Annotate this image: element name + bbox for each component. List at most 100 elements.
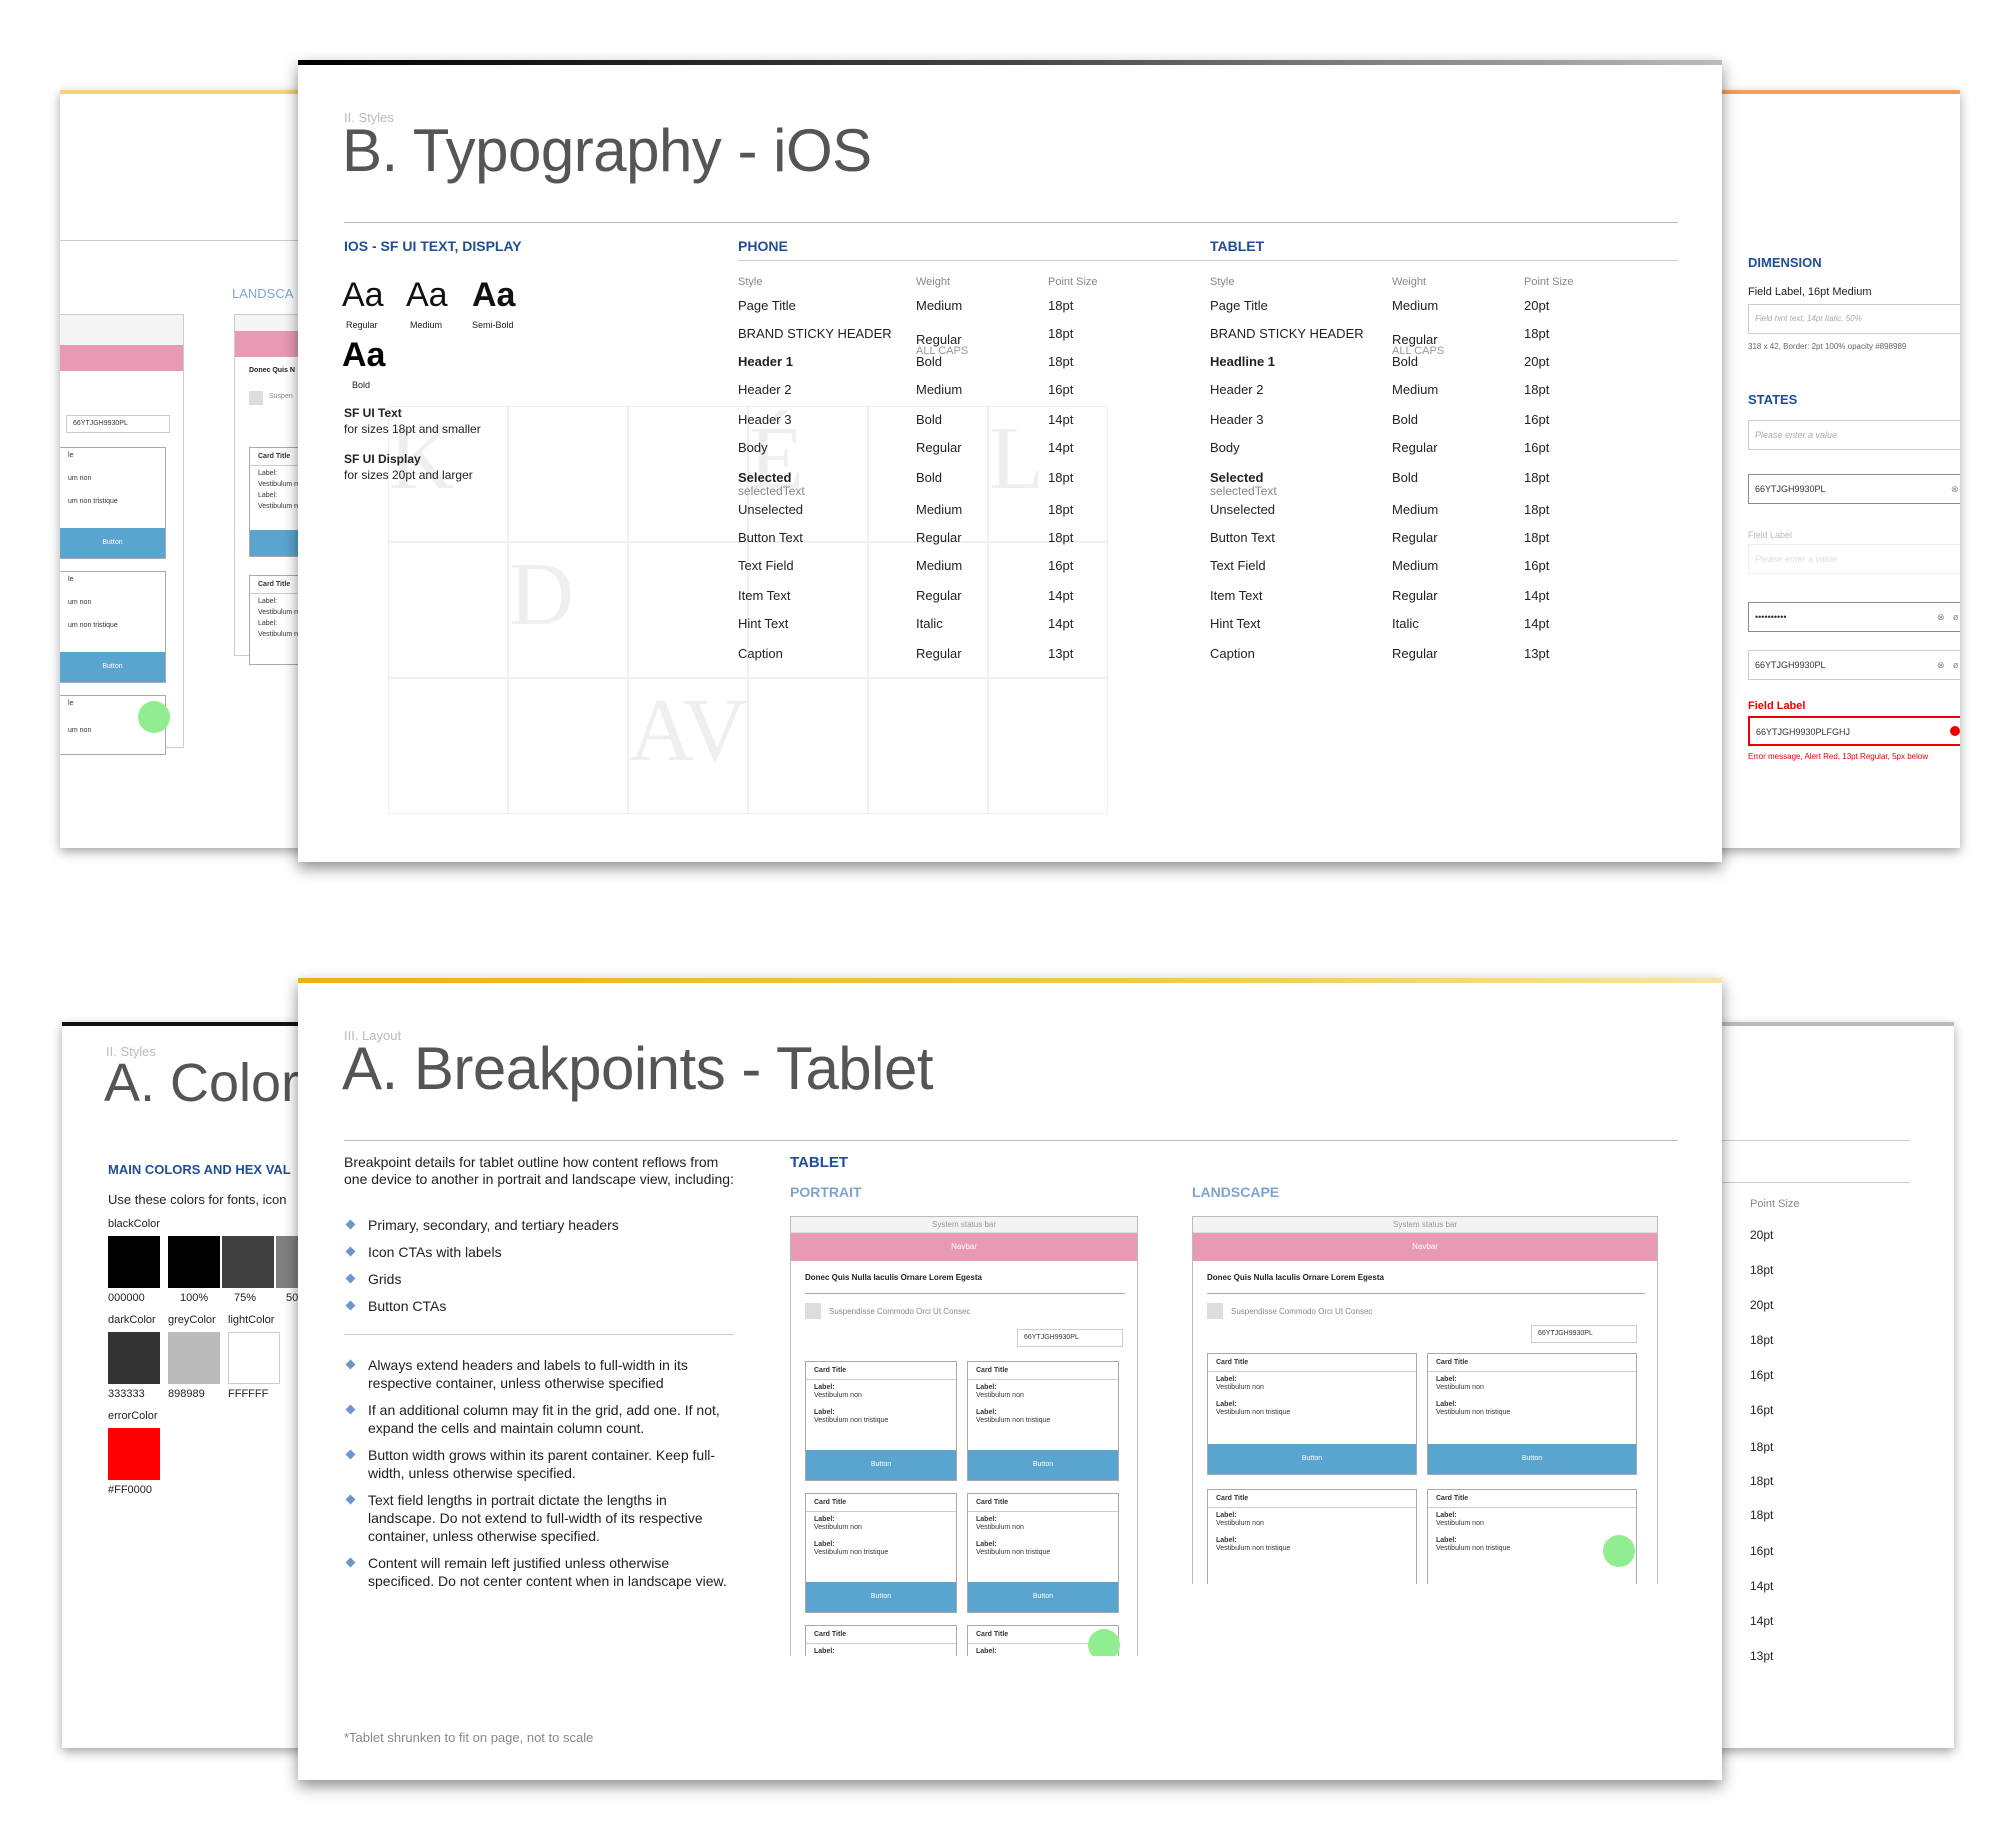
eye-off-icon[interactable]: ø — [1953, 660, 1959, 670]
error-field[interactable]: 66YTJGH9930PLFGHJ — [1748, 716, 1960, 746]
card-button[interactable]: Button — [60, 652, 165, 682]
colors-heading: MAIN COLORS AND HEX VAL — [108, 1162, 291, 1177]
card-value: Vestibulum non tristique — [1216, 1409, 1291, 1416]
type-weight: Medium — [916, 558, 963, 573]
point-size: 18pt — [1750, 1333, 1774, 1347]
type-style: Header 2 — [1210, 382, 1264, 397]
dark-hex: 333333 — [108, 1388, 145, 1400]
state-empty-field[interactable]: Please enter a value — [1748, 420, 1960, 450]
clear-icon[interactable]: ⊗ — [1951, 484, 1959, 494]
page-title: A. Breakpoints - Tablet — [342, 1035, 934, 1102]
field-label-spec: Field Label, 16pt Medium — [1748, 286, 1872, 298]
card-label: Label: — [976, 1409, 997, 1416]
clear-icon[interactable]: ⊗ — [1937, 612, 1945, 622]
navbar[interactable]: Navbar — [791, 1233, 1137, 1261]
background-page-top-right: DIMENSION Field Label, 16pt Medium Field… — [1700, 90, 1960, 848]
clear-icon[interactable]: ⊗ — [1937, 660, 1945, 670]
black-75-swatch — [222, 1236, 274, 1288]
value-field[interactable]: 66YTJGH9930PL — [1531, 1325, 1637, 1343]
type-size: 18pt — [1524, 502, 1550, 517]
type-weight: Regular — [916, 332, 962, 347]
light-label: lightColor — [228, 1314, 275, 1326]
type-weight: Bold — [916, 354, 943, 369]
states-heading: STATES — [1748, 392, 1798, 407]
portrait-tablet-mock: System status bar Navbar Donec Quis Null… — [790, 1216, 1138, 1656]
card-button[interactable]: Button — [968, 1450, 1118, 1480]
sf-text-note: for sizes 18pt and smaller — [344, 422, 481, 436]
type-size: 14pt — [1524, 616, 1550, 631]
point-size-col: Point Size — [1750, 1198, 1800, 1210]
dimension-note: 318 x 42, Border: 2pt 100% opacity #8989… — [1748, 342, 1907, 351]
type-style: BRAND STICKY HEADER — [1210, 326, 1364, 341]
type-style: Page Title — [1210, 298, 1268, 313]
type-style: BRAND STICKY HEADER — [738, 326, 892, 341]
password-field[interactable]: •••••••••• ⊗ ø — [1748, 602, 1960, 632]
typography-page: II. Styles B. Typography - iOS IOS - SF … — [298, 60, 1722, 862]
type-size: 18pt — [1524, 382, 1550, 397]
type-weight: Italic — [916, 616, 943, 631]
card-button[interactable]: Button — [60, 528, 165, 558]
hint-field[interactable]: Field hint text, 14pt Italic, 50% — [1748, 304, 1960, 334]
card-button[interactable]: Button — [1428, 1444, 1636, 1474]
screen-heading: Donec Quis Nulla Iaculis Ornare Lorem Eg… — [805, 1273, 982, 1282]
status-bar: System status bar — [1193, 1217, 1657, 1233]
card-label: Label: — [1216, 1537, 1237, 1544]
card-value: Vestibulum non — [1216, 1520, 1264, 1527]
touch-indicator — [1603, 1535, 1635, 1567]
type-weight: Bold — [916, 470, 943, 485]
navbar[interactable]: Navbar — [1193, 1233, 1657, 1261]
card-title: Card Title — [968, 1626, 1118, 1644]
card-value: Vestibulum non tristique — [1216, 1545, 1291, 1552]
sf-display-label: SF UI Display — [344, 452, 421, 466]
card-label: Label: — [976, 1648, 997, 1655]
type-size: 18pt — [1524, 326, 1550, 341]
card-button[interactable]: Button — [806, 1450, 956, 1480]
type-style: Body — [1210, 440, 1240, 455]
light-hex: FFFFFF — [228, 1388, 269, 1400]
filled-field[interactable]: 66YTJGH9930PL ⊗ ø — [1748, 650, 1960, 680]
type-size: 18pt — [1048, 470, 1074, 485]
card-value: Vestibulum non tristique — [1436, 1545, 1511, 1552]
point-size: 20pt — [1750, 1298, 1774, 1312]
black-swatch — [108, 1236, 160, 1288]
card-button[interactable]: Button — [968, 1582, 1118, 1612]
type-style: Caption — [1210, 646, 1255, 661]
sf-text-label: SF UI Text — [344, 406, 402, 420]
pct-75: 75% — [234, 1292, 257, 1304]
type-style: Header 3 — [1210, 412, 1264, 427]
type-size: 18pt — [1048, 298, 1074, 313]
type-size: 18pt — [1048, 326, 1074, 341]
font-family-heading: IOS - SF UI TEXT, DISPLAY — [344, 238, 522, 254]
colors-description: Use these colors for fonts, icon — [108, 1192, 287, 1207]
state-focused-field[interactable]: 66YTJGH9930PL ⊗ — [1748, 474, 1960, 504]
type-size: 14pt — [1048, 616, 1074, 631]
eye-off-icon[interactable]: ø — [1953, 612, 1959, 622]
card-label: Label: — [976, 1516, 997, 1523]
sample-regular-label: Regular — [346, 320, 378, 330]
portrait-heading: PORTRAIT — [790, 1184, 862, 1200]
value-field[interactable]: 66YTJGH9930PL — [66, 415, 170, 433]
card-label: Label: — [814, 1648, 835, 1655]
type-weight: Bold — [916, 412, 943, 427]
feature-list: Primary, secondary, and tertiary headers… — [344, 1216, 734, 1324]
value-field[interactable]: 66YTJGH9930PL — [1017, 1329, 1123, 1347]
landscape-label: LANDSCA — [232, 286, 294, 301]
card-button[interactable]: Button — [1208, 1444, 1416, 1474]
black-100-swatch — [168, 1236, 220, 1288]
type-size: 16pt — [1524, 558, 1550, 573]
black-hex: 000000 — [108, 1292, 145, 1304]
card-title: Card Title — [1208, 1354, 1416, 1372]
type-weight: Medium — [916, 298, 963, 313]
type-style: Unselected — [738, 502, 804, 517]
sample-semibold-label: Semi-Bold — [472, 320, 514, 330]
state-disabled-field[interactable]: Please enter a value — [1748, 544, 1960, 574]
card-button[interactable]: Button — [806, 1582, 956, 1612]
card-label: Label: — [1436, 1537, 1457, 1544]
section-label: II. Styles — [106, 1044, 156, 1059]
accent-bar — [298, 60, 1722, 65]
landscape-tablet-mock: System status bar Navbar Donec Quis Null… — [1192, 1216, 1658, 1584]
phone-col-style: Style — [738, 276, 763, 288]
